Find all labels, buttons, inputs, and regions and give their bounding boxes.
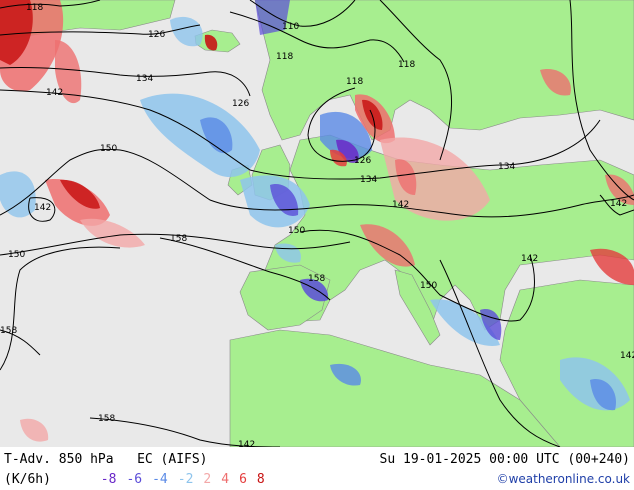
- contour-label: 134: [136, 74, 153, 84]
- contour-label: 118: [26, 3, 43, 13]
- map-area[interactable]: 118 126 110 118 118 134 142 126 118 126 …: [0, 0, 634, 447]
- contour-label: 150: [420, 281, 437, 291]
- legend-value: -8: [100, 472, 117, 487]
- contour-label: 158: [98, 414, 115, 424]
- credit-link[interactable]: ©weatheronline.co.uk: [496, 472, 630, 486]
- contour-label: 126: [232, 99, 249, 109]
- contour-label: 142: [392, 200, 409, 210]
- contour-label: 126: [148, 30, 165, 40]
- model-name: EC (AIFS): [137, 452, 208, 467]
- contour-label: 142: [610, 199, 627, 209]
- contour-label: 158: [308, 274, 325, 284]
- legend-value: 4: [221, 472, 230, 487]
- contour-label: 142: [34, 203, 51, 213]
- footer-row-legend: (K/6h) -8 -6 -4 -2 2 4 6 8 ©weatheronline.co.uk: [4, 472, 630, 490]
- contour-label: 142: [521, 254, 538, 264]
- contour-labels: 118 126 110 118 118 134 142 126 118 126 …: [0, 3, 634, 447]
- legend-value: -2: [177, 472, 194, 487]
- footer-row-title: T-Adv. 850 hPa EC (AIFS) Su 19-01-2025 0…: [4, 452, 630, 470]
- contour-label: 150: [288, 226, 305, 236]
- map-canvas: 118 126 110 118 118 134 142 126 118 126 …: [0, 0, 634, 447]
- contour-label: 134: [498, 162, 515, 172]
- legend-value: -4: [152, 472, 168, 487]
- legend-value: 6: [239, 472, 247, 487]
- contour-label: 118: [276, 52, 293, 62]
- isobar-contours: [0, 0, 634, 447]
- legend-value: -6: [126, 472, 143, 487]
- contour-label: 158: [170, 234, 187, 244]
- map-footer: T-Adv. 850 hPa EC (AIFS) Su 19-01-2025 0…: [0, 447, 634, 490]
- contour-label: 118: [346, 77, 363, 87]
- legend-value: 8: [256, 472, 265, 487]
- contour-label: 118: [398, 60, 415, 70]
- unit-label: (K/6h): [4, 472, 51, 487]
- contour-label: 142: [620, 351, 634, 361]
- legend: -8 -6 -4 -2 2 4 6 8: [101, 472, 275, 487]
- contour-label: 110: [282, 22, 299, 32]
- valid-datetime: Su 19-01-2025 00:00 UTC (00+240): [379, 452, 630, 467]
- contour-label: 158: [0, 326, 17, 336]
- legend-value: 2: [203, 472, 212, 487]
- contour-label: 150: [8, 250, 25, 260]
- map-title: T-Adv. 850 hPa: [4, 452, 114, 467]
- contour-label: 134: [360, 175, 377, 185]
- contour-label: 142: [46, 88, 63, 98]
- contour-label: 142: [238, 440, 255, 447]
- contour-label: 126: [354, 156, 371, 166]
- contour-label: 150: [100, 144, 117, 154]
